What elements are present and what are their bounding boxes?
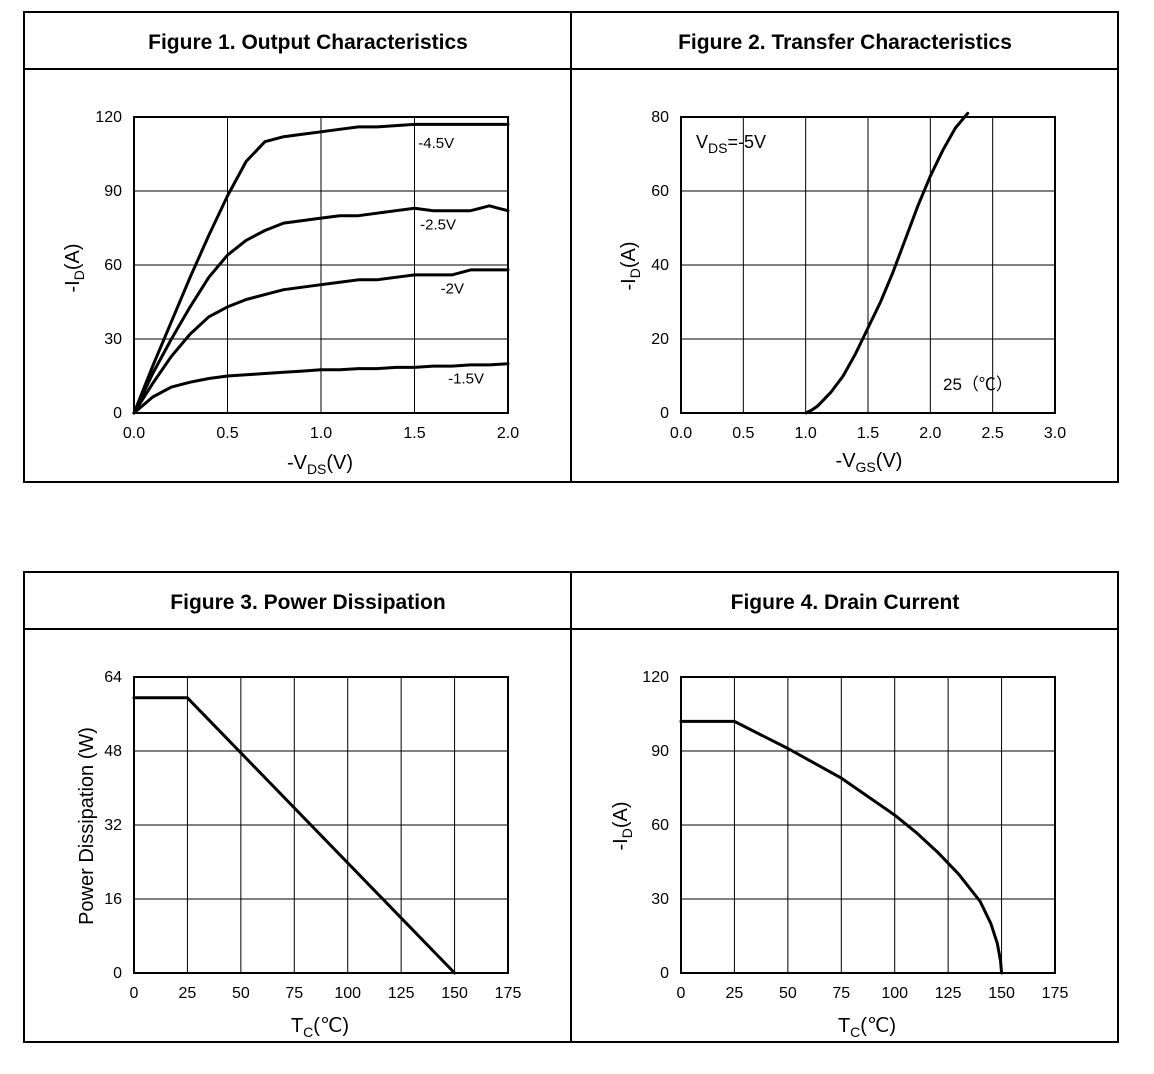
output-characteristics-plot: 0.0 0.5 1.0 1.5 2.0 0 30 60 90 120 -4.5V -2.5V -2V -1… (95, 109, 519, 442)
curve-label: -2V (441, 280, 464, 297)
x-tick-label: 125 (935, 985, 962, 1002)
x-tick-label: 1.0 (310, 425, 332, 442)
y-tick-label: 0 (113, 405, 122, 422)
x-tick-label: 1.5 (403, 425, 425, 442)
curve-label: -2.5V (420, 217, 456, 234)
power-dissipation-plot: 0 25 50 75 100 125 150 175 0 16 32 48 64 (104, 669, 521, 1002)
y-tick-label: 0 (113, 965, 122, 982)
figure-2-x-axis-label: -VGS(V) (836, 450, 903, 475)
x-tick-label: 0 (677, 985, 686, 1002)
x-tick-label: 0.0 (123, 425, 145, 442)
figure-2-title: Figure 2. Transfer Characteristics (678, 31, 1012, 54)
series-line (804, 111, 970, 415)
figure-4-x-axis-label: TC(℃) (838, 1015, 896, 1040)
x-tick-label: 0.5 (216, 425, 238, 442)
figure-3-x-axis-label: TC(℃) (291, 1015, 349, 1040)
y-tick-label: 30 (651, 891, 669, 908)
x-tick-label: 2.0 (497, 425, 519, 442)
x-tick-label: 2.0 (919, 425, 941, 442)
drain-current-plot: 0 25 50 75 100 125 150 175 0 30 60 90 120 (642, 669, 1068, 1002)
x-tick-label: 150 (988, 985, 1015, 1002)
transfer-characteristics-plot: 0.0 0.5 1.0 1.5 2.0 2.5 3.0 0 20 40 60 80 (651, 109, 1066, 442)
x-tick-label: 175 (495, 985, 522, 1002)
x-tick-label: 50 (232, 985, 250, 1002)
x-tick-label: 175 (1042, 985, 1069, 1002)
x-tick-label: 1.5 (857, 425, 879, 442)
y-tick-label: 60 (651, 817, 669, 834)
x-tick-label: 25 (726, 985, 744, 1002)
x-tick-label: 1.0 (795, 425, 817, 442)
x-tick-label: 150 (441, 985, 468, 1002)
x-tick-label: 50 (779, 985, 797, 1002)
vds-condition-label: VDS=-5V (696, 132, 766, 156)
y-tick-label: 30 (104, 331, 122, 348)
plot-frame (133, 116, 509, 414)
y-tick-label: 120 (642, 669, 669, 686)
x-tick-label: 75 (832, 985, 850, 1002)
y-tick-label: 20 (651, 331, 669, 348)
plot-frame (680, 676, 1056, 974)
figure-4-title: Figure 4. Drain Current (731, 591, 960, 614)
temperature-annotation: 25（℃） (943, 375, 1013, 394)
y-tick-label: 48 (104, 743, 122, 760)
x-tick-label: 25 (179, 985, 197, 1002)
figure-2-y-axis-label: -ID(A) (618, 241, 643, 290)
curve-label: -1.5V (448, 371, 484, 388)
y-tick-label: 32 (104, 817, 122, 834)
series-line (132, 204, 510, 415)
y-tick-label: 60 (651, 183, 669, 200)
y-tick-label: 0 (660, 405, 669, 422)
y-tick-label: 120 (95, 109, 122, 126)
figure-1-x-axis-label: -VDS(V) (287, 452, 353, 477)
series-line (679, 719, 1004, 975)
figure-3-y-axis-label: Power Dissipation (W) (76, 727, 98, 925)
y-tick-label: 90 (104, 183, 122, 200)
x-tick-label: 0.0 (670, 425, 692, 442)
series-line (132, 696, 457, 975)
y-tick-label: 64 (104, 669, 122, 686)
y-tick-label: 90 (651, 743, 669, 760)
top-table-frame (23, 11, 1119, 483)
y-tick-label: 80 (651, 109, 669, 126)
y-tick-label: 60 (104, 257, 122, 274)
series-line (132, 122, 510, 415)
x-tick-label: 100 (334, 985, 361, 1002)
x-tick-label: 2.5 (982, 425, 1004, 442)
y-tick-label: 40 (651, 257, 669, 274)
plot-frame (133, 676, 509, 974)
y-tick-label: 0 (660, 965, 669, 982)
plot-frame (680, 116, 1056, 414)
x-tick-label: 75 (285, 985, 303, 1002)
series-line (132, 362, 510, 415)
series-line (132, 268, 510, 415)
figure-4-y-axis-label: -ID(A) (610, 801, 635, 850)
x-tick-label: 3.0 (1044, 425, 1066, 442)
figure-1-title: Figure 1. Output Characteristics (148, 31, 468, 54)
x-tick-label: 0 (130, 985, 139, 1002)
x-tick-label: 0.5 (732, 425, 754, 442)
curve-label: -4.5V (418, 135, 454, 152)
figure-3-title: Figure 3. Power Dissipation (170, 591, 445, 614)
bottom-table-frame (23, 571, 1119, 1043)
x-tick-label: 125 (388, 985, 415, 1002)
figure-1-y-axis-label: -ID(A) (62, 243, 87, 292)
y-tick-label: 16 (104, 891, 122, 908)
x-tick-label: 100 (881, 985, 908, 1002)
